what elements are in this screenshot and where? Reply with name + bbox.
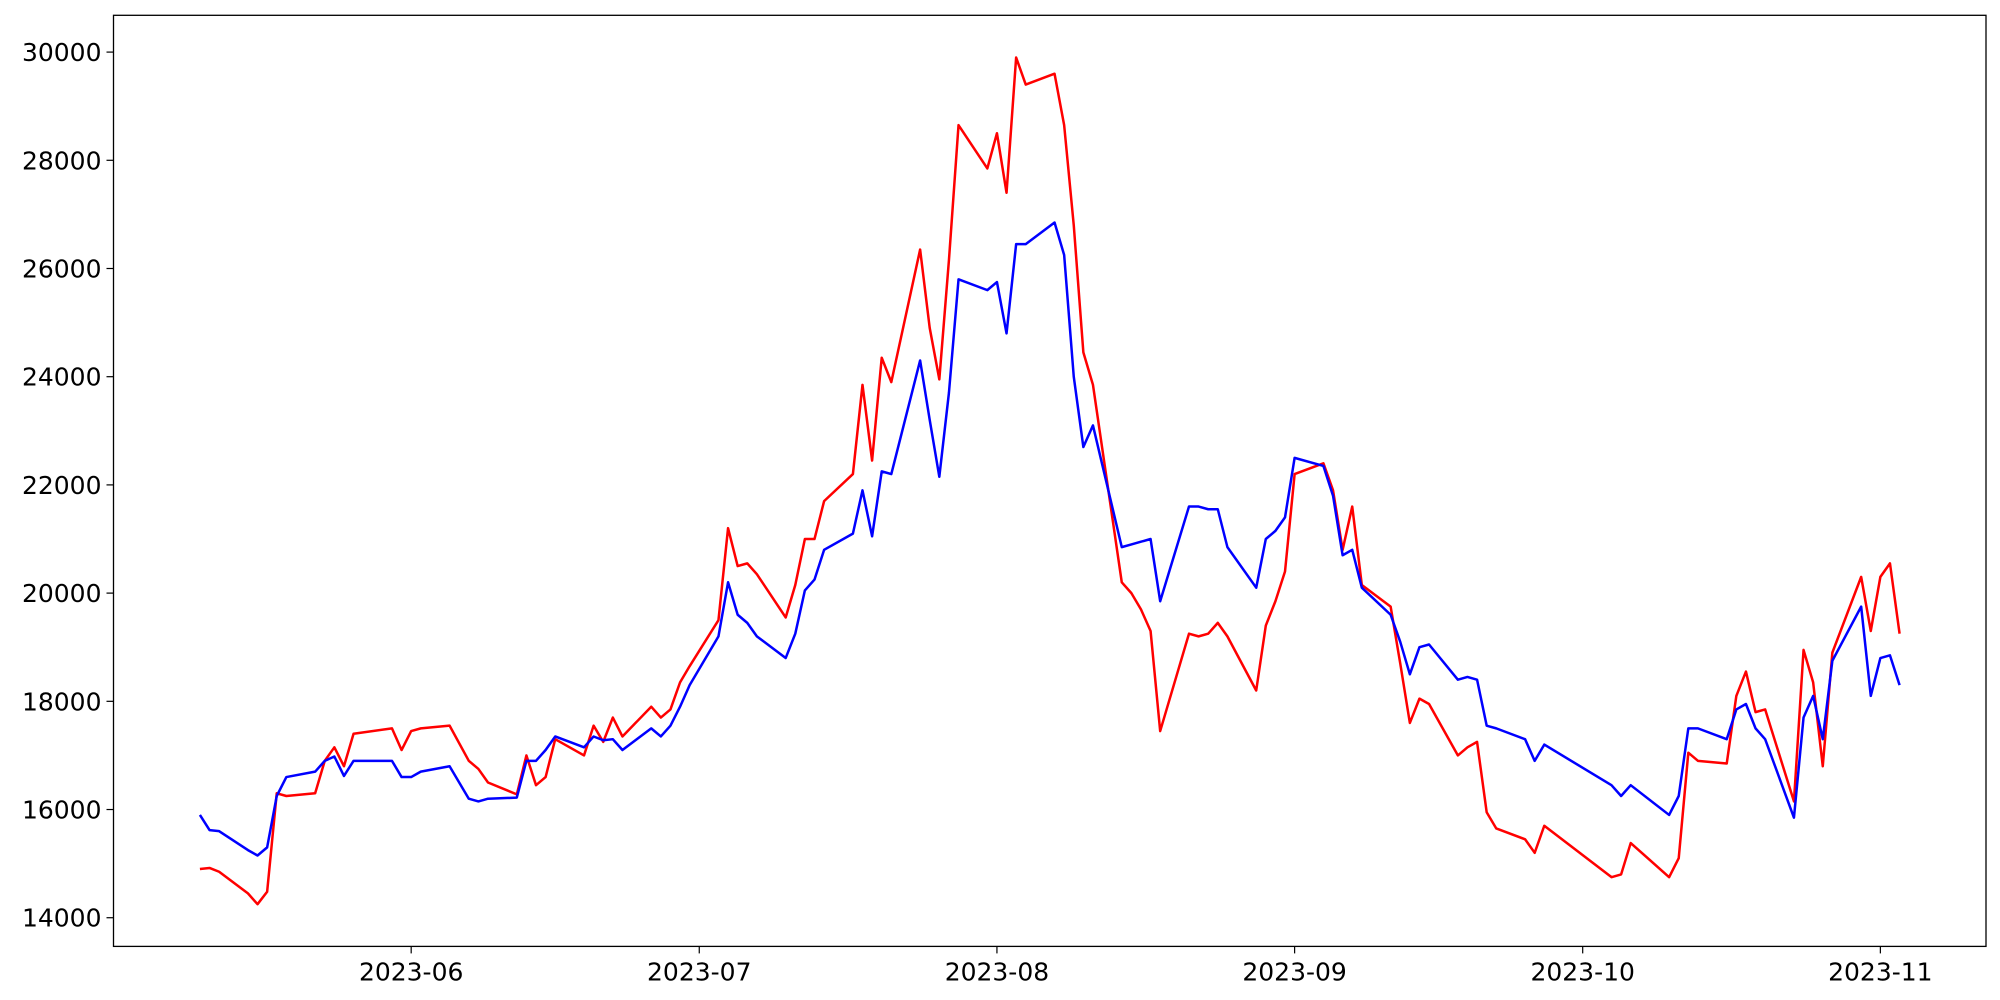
y-tick-label: 26000 (22, 254, 102, 283)
x-tick-label: 2023-07 (647, 957, 751, 986)
line-series (199, 56, 1901, 906)
y-tick-label: 20000 (22, 579, 102, 608)
y-tick-label: 16000 (22, 796, 102, 825)
x-tick-label: 2023-08 (945, 957, 1049, 986)
y-tick-label: 18000 (22, 687, 102, 716)
x-tick-label: 2023-09 (1242, 957, 1346, 986)
y-tick-label: 24000 (22, 363, 102, 392)
y-tick-label: 30000 (22, 38, 102, 67)
x-tick-label: 2023-10 (1530, 957, 1634, 986)
y-tick-label: 22000 (22, 471, 102, 500)
x-tick-label: 2023-06 (359, 957, 463, 986)
plot-frame (112, 14, 1987, 948)
y-tick-label: 14000 (22, 904, 102, 933)
x-tick-label: 2023-11 (1828, 957, 1932, 986)
line-series (198, 221, 1901, 857)
y-tick-label: 28000 (22, 146, 102, 175)
